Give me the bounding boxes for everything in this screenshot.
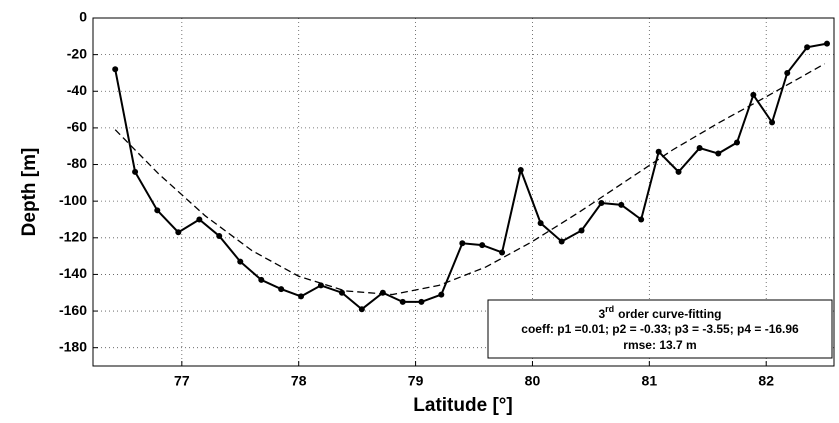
- point: [675, 168, 682, 175]
- x-tick-label: 80: [525, 373, 541, 389]
- point: [733, 139, 740, 146]
- point: [823, 40, 830, 47]
- point: [438, 291, 445, 298]
- point: [578, 227, 585, 234]
- y-tick-label: -60: [67, 119, 87, 135]
- y-tick-label: -120: [59, 228, 87, 244]
- annotation-coeff: coeff: p1 =0.01; p2 = -0.33; p3 = -3.55;…: [521, 322, 799, 336]
- y-axis-label: Depth [m]: [19, 148, 40, 237]
- point: [216, 232, 223, 239]
- y-tick-label: -160: [59, 302, 87, 318]
- depth-line: [114, 42, 828, 311]
- point: [258, 276, 265, 283]
- point: [784, 69, 791, 76]
- fit-curve: [114, 63, 825, 296]
- annotation-heading: order curve-fitting: [618, 307, 721, 321]
- annotation-order: 3: [598, 307, 605, 321]
- point: [418, 298, 425, 305]
- x-tick-label: 78: [291, 373, 307, 389]
- point: [358, 306, 365, 313]
- point: [769, 119, 776, 126]
- point: [399, 298, 406, 305]
- point: [537, 220, 544, 227]
- point: [132, 168, 139, 175]
- point: [112, 66, 119, 73]
- point: [196, 216, 203, 223]
- point: [696, 145, 703, 152]
- point: [598, 199, 605, 206]
- y-tick-label: -80: [67, 155, 87, 171]
- point: [278, 286, 285, 293]
- y-tick-label: 0: [79, 9, 87, 25]
- point: [655, 148, 662, 155]
- point: [379, 289, 386, 296]
- annotation-rmse: rmse: 13.7 m: [623, 338, 696, 352]
- point: [715, 150, 722, 157]
- x-tick-label: 77: [174, 373, 190, 389]
- point: [298, 293, 305, 300]
- plot-frame: [92, 17, 835, 367]
- point: [804, 44, 811, 51]
- x-tick-label: 82: [758, 373, 774, 389]
- point: [175, 229, 182, 236]
- point: [154, 207, 161, 214]
- point: [750, 91, 757, 98]
- y-tick-label: -140: [59, 265, 87, 281]
- point: [558, 238, 565, 245]
- point: [479, 242, 486, 249]
- y-tick-label: -20: [67, 45, 87, 61]
- x-axis-label: Latitude [°]: [413, 395, 512, 416]
- annotation-box: [487, 299, 833, 359]
- x-tick-label: 81: [642, 373, 658, 389]
- y-tick-label: -40: [67, 82, 87, 98]
- point: [499, 249, 506, 256]
- point: [338, 289, 345, 296]
- point: [618, 201, 625, 208]
- annotation-order-suffix: rd: [605, 304, 614, 314]
- point: [517, 167, 524, 174]
- point: [237, 258, 244, 265]
- point: [459, 240, 466, 247]
- point: [317, 282, 324, 289]
- x-tick-label: 79: [408, 373, 424, 389]
- point: [638, 216, 645, 223]
- y-tick-label: -100: [59, 192, 87, 208]
- y-tick-label: -180: [59, 338, 87, 354]
- annotation-title: 3rd order curve-fitting: [598, 304, 721, 321]
